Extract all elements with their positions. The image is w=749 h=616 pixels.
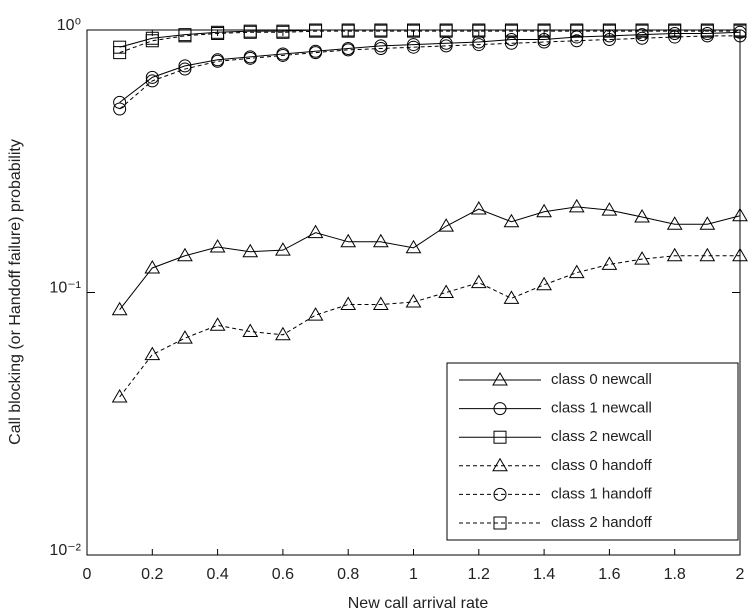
legend-label: class 2 newcall <box>551 428 652 445</box>
y-tick-label: 10⁰ <box>57 17 81 34</box>
y-tick-label: 10⁻² <box>49 542 81 559</box>
chart: New call arrival rate Call blocking (or … <box>0 0 749 616</box>
x-tick-label: 0.6 <box>272 566 294 583</box>
x-tick-label: 0.2 <box>141 566 163 583</box>
x-tick-label: 1.8 <box>664 566 686 583</box>
legend-label: class 2 handoff <box>551 514 652 531</box>
x-axis-label: New call arrival rate <box>348 595 489 612</box>
x-tick-label: 0 <box>83 566 92 583</box>
x-tick-label: 1.6 <box>598 566 620 583</box>
y-tick-label: 10⁻¹ <box>49 280 81 297</box>
legend: class 0 newcall class 1 newcall class 2 ne… <box>447 363 738 540</box>
y-axis-label: Call blocking (or Handoff failure) proba… <box>7 139 24 445</box>
legend-label: class 0 handoff <box>551 457 652 474</box>
x-tick-label: 1 <box>409 566 418 583</box>
legend-label: class 1 handoff <box>551 485 652 502</box>
x-tick-label: 2 <box>736 566 745 583</box>
x-tick-label: 1.4 <box>533 566 555 583</box>
x-tick-label: 0.4 <box>206 566 228 583</box>
x-tick-label: 1.2 <box>468 566 490 583</box>
x-tick-label: 0.8 <box>337 566 359 583</box>
legend-label: class 1 newcall <box>551 400 652 417</box>
legend-label: class 0 newcall <box>551 371 652 388</box>
